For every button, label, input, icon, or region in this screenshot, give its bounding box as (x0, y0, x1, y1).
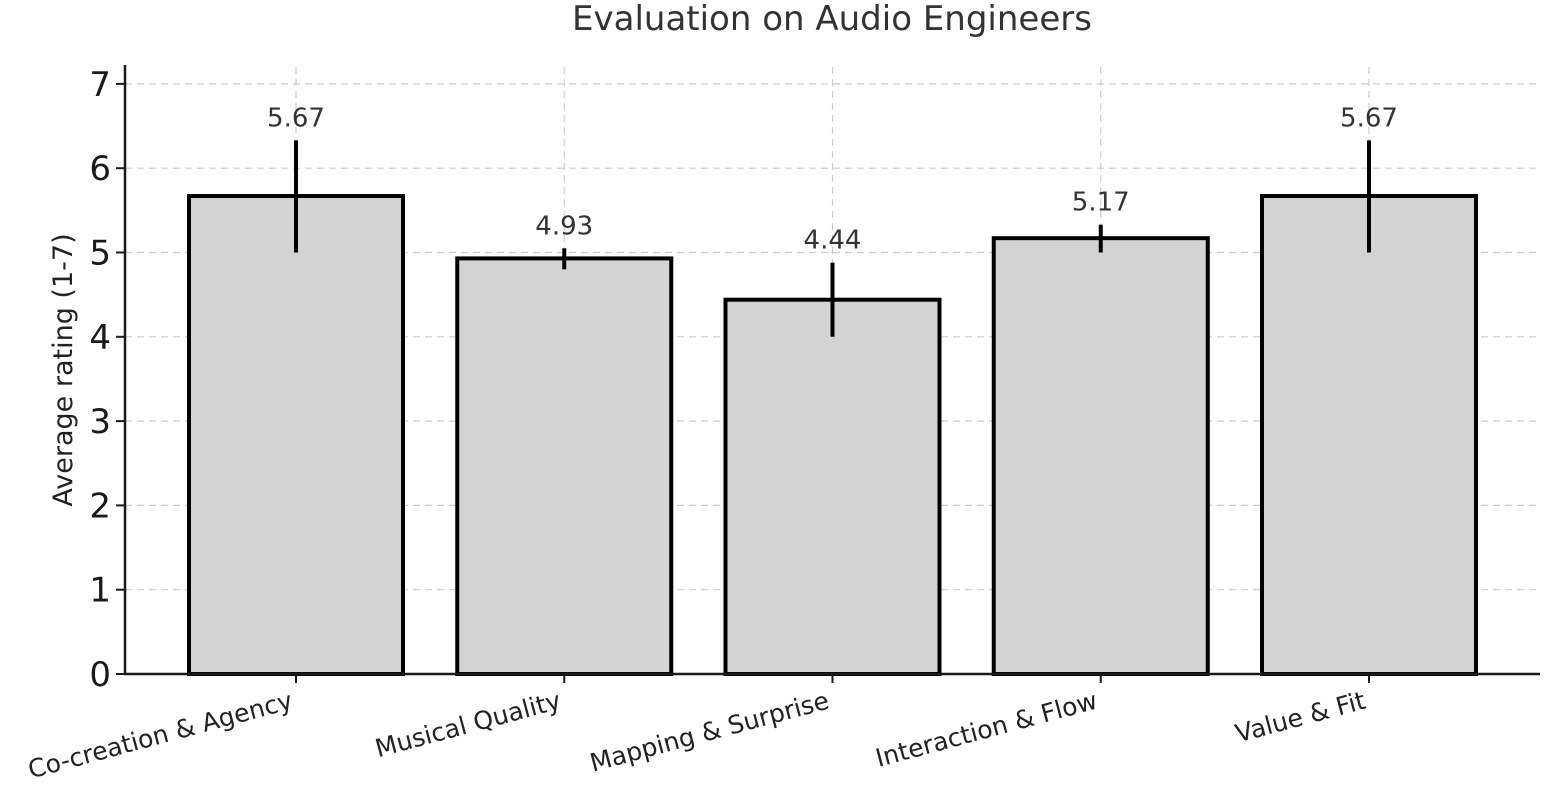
bar-4 (1260, 194, 1478, 676)
value-label-2: 4.44 (804, 226, 862, 256)
x-tick-label-0: Co-creation & Agency (25, 686, 296, 785)
error-bars-layer (294, 140, 1371, 337)
y-axis-label: Average rating (1-7) (48, 233, 79, 506)
y-tick-label-7: 7 (89, 65, 111, 105)
x-tick-label-2: Mapping & Surprise (587, 686, 832, 778)
x-tick-label-1: Musical Quality (372, 686, 564, 763)
bar-1 (455, 256, 674, 676)
y-tick-label-2: 2 (89, 486, 111, 526)
y-tick-label-0: 0 (89, 655, 111, 695)
x-tick-label-3: Interaction & Flow (872, 686, 1100, 773)
y-tick-label-5: 5 (89, 234, 111, 274)
value-label-0: 5.67 (267, 103, 325, 133)
x-tick-label-4: Value & Fit (1232, 686, 1369, 749)
value-label-4: 5.67 (1340, 103, 1398, 133)
y-tick-label-6: 6 (89, 149, 111, 189)
bar-3 (991, 236, 1210, 676)
y-tick-label-1: 1 (89, 571, 111, 611)
y-tick-label-4: 4 (89, 318, 111, 358)
bar-0 (187, 194, 405, 676)
bars-layer (187, 194, 1478, 676)
value-label-1: 4.93 (535, 211, 593, 241)
y-tick-label-3: 3 (89, 402, 111, 442)
chart-title: Evaluation on Audio Engineers (572, 0, 1092, 39)
axes-layer (116, 65, 1540, 683)
bar-2 (723, 297, 942, 676)
value-label-3: 5.17 (1072, 188, 1130, 218)
